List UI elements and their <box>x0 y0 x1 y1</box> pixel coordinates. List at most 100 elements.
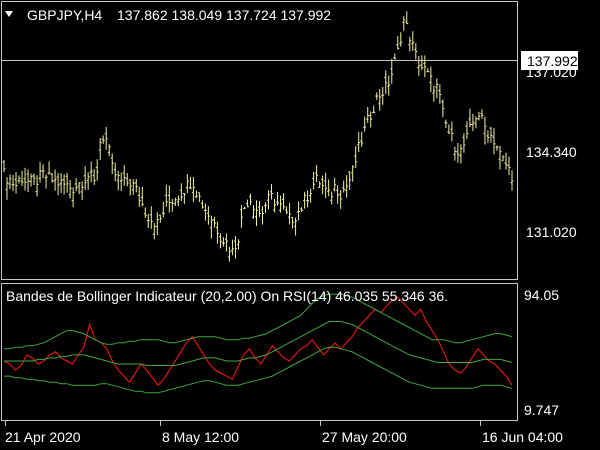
price-bar <box>465 121 469 139</box>
price-bar <box>155 212 159 236</box>
price-bar <box>107 144 111 157</box>
price-bar <box>191 177 195 202</box>
price-bar <box>182 193 186 204</box>
price-bar <box>161 201 165 218</box>
price-bar <box>297 201 301 221</box>
price-bar <box>17 175 21 184</box>
price-bar <box>378 88 382 111</box>
price-bar <box>486 130 490 143</box>
price-bar <box>92 169 96 185</box>
price-bar <box>140 186 144 207</box>
price-bar <box>324 172 328 199</box>
price-bar <box>44 174 48 189</box>
price-bar <box>264 202 268 214</box>
current-price-value: 137.992 <box>527 53 578 69</box>
price-bar <box>312 171 316 190</box>
price-bar <box>318 181 322 189</box>
current-price-tag <box>521 51 578 70</box>
price-bar <box>333 177 337 192</box>
price-bar <box>315 165 319 183</box>
price-bar <box>381 86 385 105</box>
price-bar <box>396 36 400 50</box>
price-bar <box>77 182 81 195</box>
price-bar <box>113 162 117 182</box>
price-bar <box>288 202 292 225</box>
price-bar <box>185 174 189 194</box>
price-bar <box>471 113 475 132</box>
price-bar <box>149 206 153 230</box>
price-panel-frame <box>1 1 518 280</box>
time-axis-label: 27 May 20:00 <box>322 429 407 445</box>
price-bar <box>456 142 460 163</box>
price-bar <box>8 174 12 190</box>
price-bar <box>104 126 108 150</box>
price-bar <box>131 179 135 195</box>
price-bar <box>53 169 57 191</box>
price-bar <box>351 165 355 182</box>
price-bar <box>360 131 364 147</box>
price-bar <box>14 172 18 194</box>
price-bar <box>71 187 75 208</box>
price-bar <box>507 156 511 176</box>
price-bar <box>200 200 204 209</box>
price-bar <box>438 84 442 104</box>
price-bar <box>285 206 289 215</box>
price-bar <box>309 188 313 203</box>
price-bar <box>110 153 114 175</box>
chevron-down-icon[interactable] <box>5 11 13 17</box>
price-bar <box>390 58 394 84</box>
price-bar <box>306 190 310 208</box>
price-bar <box>399 32 403 47</box>
price-bar <box>245 199 249 208</box>
price-bar <box>345 175 349 198</box>
price-bar <box>510 170 514 191</box>
price-bar <box>369 111 373 128</box>
price-bar <box>68 179 72 199</box>
price-bar <box>83 166 87 191</box>
price-candles <box>2 11 514 262</box>
price-bar <box>282 192 286 210</box>
price-bar <box>276 191 280 206</box>
price-bar <box>384 70 388 95</box>
price-bar <box>74 178 78 192</box>
price-bar <box>462 133 466 153</box>
price-bar <box>270 184 274 200</box>
price-bar <box>441 99 445 118</box>
price-bar <box>261 206 265 225</box>
price-bar <box>233 236 237 259</box>
price-bar <box>408 36 412 52</box>
price-bar <box>80 181 84 201</box>
time-axis-label: 21 Apr 2020 <box>5 429 81 445</box>
price-bar <box>29 173 33 187</box>
price-bar <box>56 172 60 196</box>
price-bar <box>158 214 162 223</box>
price-bar <box>254 200 258 227</box>
price-bar <box>495 145 499 151</box>
price-bar <box>179 183 183 202</box>
price-bar <box>236 239 240 250</box>
price-bar <box>432 85 436 102</box>
price-bar <box>134 179 138 193</box>
price-bar <box>173 197 177 206</box>
price-bar <box>501 155 505 162</box>
indicator-axis-label: 94.05 <box>524 287 559 303</box>
price-bar <box>498 145 502 170</box>
price-bar <box>279 195 283 213</box>
price-bar <box>258 200 262 217</box>
time-axis-label: 16 Jun 04:00 <box>482 429 563 445</box>
price-bar <box>393 53 397 60</box>
price-bar <box>194 190 198 199</box>
price-bar <box>230 239 234 256</box>
price-bar <box>447 124 451 134</box>
price-bar <box>11 174 15 192</box>
price-bar <box>348 171 352 190</box>
price-bar <box>197 192 201 203</box>
price-bar <box>303 191 307 209</box>
price-bar <box>215 221 219 244</box>
price-bar <box>221 237 225 247</box>
price-bar <box>321 175 325 195</box>
price-bar <box>342 180 346 193</box>
price-bar <box>116 170 120 191</box>
indicator-lines <box>3 293 513 394</box>
